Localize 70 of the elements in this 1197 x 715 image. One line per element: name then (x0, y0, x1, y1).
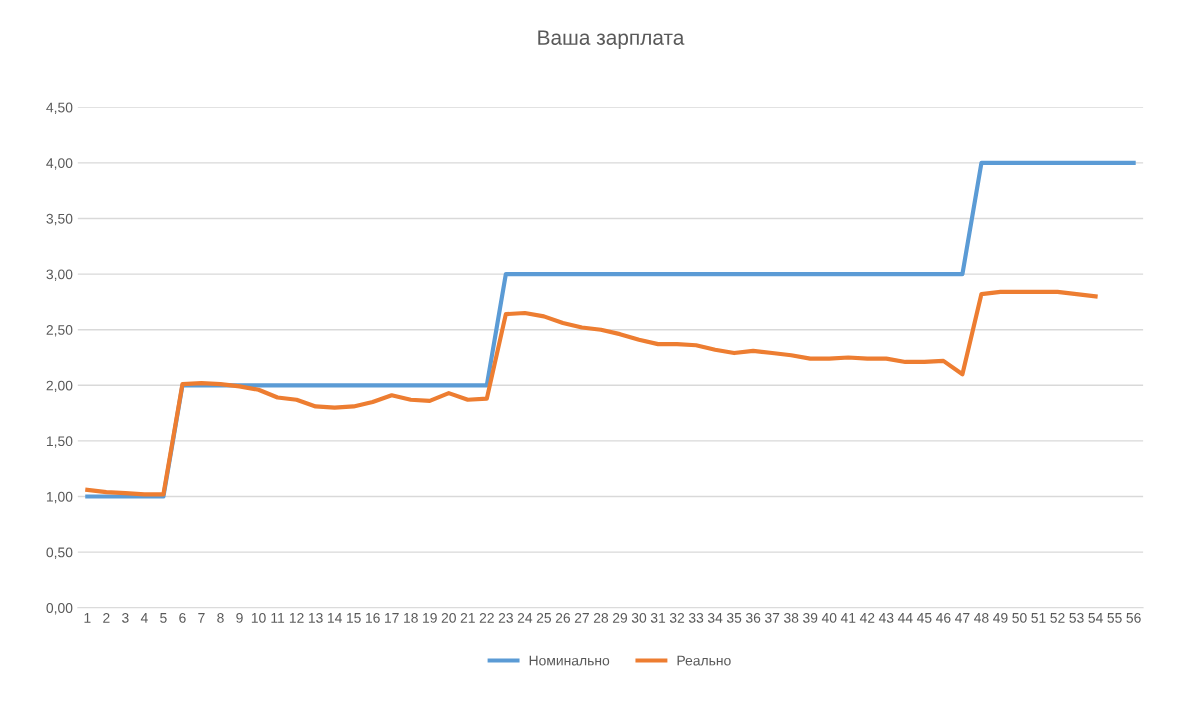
x-tick-label: 16 (366, 612, 380, 623)
x-tick-label: 31 (650, 612, 666, 623)
x-tick-label: 27 (574, 612, 589, 623)
x-tick-label: 15 (346, 613, 361, 623)
x-tick-label: 23 (498, 612, 513, 623)
x-tick-label: 11 (271, 613, 285, 623)
x-tick-label: 35 (726, 612, 742, 623)
x-tick-label: 42 (859, 612, 875, 623)
x-tick-label: 40 (821, 612, 837, 623)
x-tick-label: 44 (897, 613, 913, 623)
x-tick-label: 7 (198, 613, 205, 623)
x-tick-label: 43 (878, 612, 894, 623)
x-tick-label: 20 (441, 612, 456, 623)
x-tick-label: 24 (517, 612, 533, 623)
x-tick-label: 28 (593, 612, 609, 623)
y-tick-label: 0,00 (46, 603, 73, 615)
x-tick-label: 52 (1050, 612, 1065, 623)
x-tick-label: 41 (840, 613, 856, 623)
x-tick-label: 56 (1126, 612, 1141, 623)
x-tick-label: 39 (803, 612, 818, 623)
x-tick-label: 37 (764, 612, 780, 623)
x-tick-label: 9 (236, 612, 243, 623)
x-tick-label: 8 (217, 612, 224, 623)
x-tick-label: 53 (1069, 612, 1084, 623)
x-tick-label: 17 (385, 613, 399, 623)
line-series (85, 289, 1098, 497)
x-tick-label: 5 (160, 613, 167, 623)
x-tick-label: 45 (916, 613, 932, 623)
x-tick-label: 34 (707, 612, 723, 623)
y-tick-label: 3,00 (46, 269, 73, 281)
y-tick-label: 2,50 (46, 325, 73, 337)
x-tick-label: 33 (688, 612, 704, 623)
x-tick-label: 48 (974, 612, 989, 623)
x-tick-label: 55 (1107, 613, 1122, 623)
x-tick-label: 14 (327, 613, 342, 623)
x-tick-label: 4 (140, 613, 148, 623)
x-tick-label: 47 (955, 613, 970, 623)
x-tick-label: 25 (536, 612, 552, 623)
legend-label: Номинально (529, 655, 610, 666)
x-tick-label: 2 (103, 612, 110, 623)
x-tick-label: 54 (1088, 613, 1103, 623)
x-tick-label: 6 (179, 612, 186, 623)
x-tick-label: 19 (423, 612, 437, 623)
x-tick-label: 21 (460, 612, 475, 623)
x-tick-label: 32 (669, 612, 685, 623)
x-tick-label: 29 (612, 612, 628, 623)
x-tick-label: 10 (251, 612, 266, 623)
x-tick-label: 22 (479, 612, 494, 623)
y-tick-label: 1,00 (46, 491, 73, 504)
x-tick-label: 51 (1031, 613, 1046, 623)
y-tick-label: 0,50 (46, 547, 73, 559)
x-tick-label: 36 (745, 612, 761, 623)
x-tick-label: 12 (289, 612, 304, 623)
x-tick-label: 3 (122, 612, 129, 623)
y-tick-label: 2,00 (46, 380, 73, 393)
legend-label: Реально (677, 655, 731, 666)
x-tick-label: 46 (935, 612, 951, 623)
x-tick-label: 13 (308, 612, 323, 623)
x-tick-label: 30 (631, 612, 647, 623)
x-tick-label: 50 (1012, 612, 1027, 623)
y-tick-label: 4,00 (46, 158, 73, 170)
x-tick-label: 18 (404, 612, 418, 623)
x-tick-label: 1 (84, 613, 91, 623)
y-tick-label: 3,50 (46, 213, 73, 226)
x-tick-label: 38 (784, 612, 799, 623)
y-tick-label: 1,50 (46, 436, 73, 448)
chart-title: Ваша зарплата (538, 30, 685, 50)
x-tick-label: 49 (993, 612, 1008, 623)
y-tick-label: 4,50 (46, 102, 73, 115)
x-tick-label: 26 (555, 612, 571, 623)
